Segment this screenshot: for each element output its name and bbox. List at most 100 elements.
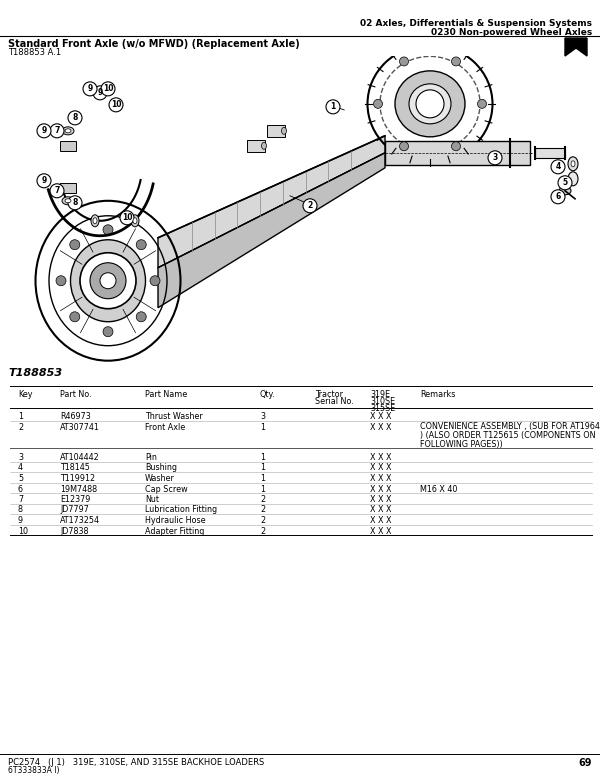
Text: 3: 3 — [18, 453, 23, 462]
Ellipse shape — [262, 142, 266, 149]
Text: X X X: X X X — [370, 526, 392, 535]
Circle shape — [400, 142, 409, 151]
Circle shape — [103, 225, 113, 235]
Text: 1: 1 — [260, 463, 265, 473]
Bar — [60, 183, 76, 192]
Circle shape — [100, 272, 116, 289]
Text: 9: 9 — [41, 126, 47, 135]
Text: Front Axle: Front Axle — [145, 422, 185, 431]
Bar — [385, 140, 530, 165]
Circle shape — [70, 312, 80, 322]
Circle shape — [109, 98, 123, 112]
Text: T188853: T188853 — [8, 368, 62, 378]
Text: 02 Axles, Differentials & Suspension Systems: 02 Axles, Differentials & Suspension Sys… — [360, 19, 592, 28]
Circle shape — [452, 142, 461, 151]
Ellipse shape — [62, 126, 74, 135]
Text: FOLLOWING PAGES)): FOLLOWING PAGES)) — [420, 439, 503, 449]
Text: X X X: X X X — [370, 474, 392, 483]
Text: Tractor: Tractor — [315, 390, 343, 399]
Text: 10: 10 — [111, 100, 121, 109]
Ellipse shape — [65, 129, 71, 133]
Text: 310SE: 310SE — [370, 397, 395, 406]
Text: 8: 8 — [73, 199, 77, 207]
Circle shape — [136, 240, 146, 250]
Text: 2: 2 — [18, 422, 23, 431]
Text: JD7797: JD7797 — [60, 505, 89, 514]
Text: 3: 3 — [260, 412, 265, 421]
Text: X X X: X X X — [370, 505, 392, 514]
Text: X X X: X X X — [370, 516, 392, 525]
Circle shape — [303, 199, 317, 213]
Text: 8: 8 — [18, 505, 23, 514]
Text: X X X: X X X — [370, 463, 392, 473]
Text: 0230 Non-powered Wheel Axles: 0230 Non-powered Wheel Axles — [431, 28, 592, 37]
Text: 4: 4 — [556, 162, 560, 171]
Circle shape — [50, 184, 64, 198]
Text: 10: 10 — [18, 526, 28, 535]
Ellipse shape — [133, 218, 137, 223]
Text: 8: 8 — [73, 113, 77, 123]
Text: 315SE: 315SE — [370, 404, 395, 413]
Text: Thrust Washer: Thrust Washer — [145, 412, 203, 421]
Ellipse shape — [91, 215, 99, 227]
Text: 7: 7 — [55, 186, 59, 196]
Text: 1: 1 — [260, 484, 265, 494]
Ellipse shape — [395, 71, 465, 137]
Text: X X X: X X X — [370, 412, 392, 421]
Text: 1: 1 — [18, 412, 23, 421]
Text: 3: 3 — [493, 154, 497, 162]
Text: X X X: X X X — [370, 453, 392, 462]
Text: PC2574   (J 1)   319E, 310SE, AND 315SE BACKHOE LOADERS: PC2574 (J 1) 319E, 310SE, AND 315SE BACK… — [8, 758, 264, 767]
Text: 6: 6 — [556, 192, 560, 201]
Text: 1: 1 — [260, 422, 265, 431]
Text: 1: 1 — [260, 474, 265, 483]
Circle shape — [93, 86, 107, 100]
Text: 9: 9 — [18, 516, 23, 525]
Ellipse shape — [131, 215, 139, 227]
Text: Part Name: Part Name — [145, 390, 187, 399]
Text: 2: 2 — [260, 526, 265, 535]
Ellipse shape — [568, 171, 578, 185]
Text: 1: 1 — [331, 102, 335, 111]
Text: Qty.: Qty. — [260, 390, 275, 399]
Text: 69: 69 — [578, 758, 592, 768]
Ellipse shape — [281, 127, 287, 134]
Text: Key: Key — [18, 390, 32, 399]
Text: T18145: T18145 — [60, 463, 90, 473]
Text: 10: 10 — [103, 85, 113, 93]
Circle shape — [416, 90, 444, 118]
Circle shape — [37, 174, 51, 188]
Text: 4: 4 — [18, 463, 23, 473]
Circle shape — [103, 327, 113, 337]
Polygon shape — [158, 136, 385, 268]
Ellipse shape — [71, 240, 146, 322]
Circle shape — [488, 151, 502, 165]
Text: 2: 2 — [260, 516, 265, 525]
Text: Adapter Fitting: Adapter Fitting — [145, 526, 205, 535]
Circle shape — [478, 99, 487, 109]
Text: AT104442: AT104442 — [60, 453, 100, 462]
Text: ) (ALSO ORDER T125615 (COMPONENTS ON: ) (ALSO ORDER T125615 (COMPONENTS ON — [420, 431, 595, 440]
Polygon shape — [158, 153, 385, 308]
Text: 7: 7 — [18, 495, 23, 504]
Text: 5: 5 — [562, 178, 568, 187]
Text: AT307741: AT307741 — [60, 422, 100, 431]
Text: Cap Screw: Cap Screw — [145, 484, 188, 494]
Text: AT173254: AT173254 — [60, 516, 100, 525]
Polygon shape — [565, 38, 587, 56]
Circle shape — [150, 275, 160, 286]
Circle shape — [551, 160, 565, 174]
Circle shape — [56, 275, 66, 286]
Text: E12379: E12379 — [60, 495, 91, 504]
Circle shape — [136, 312, 146, 322]
Circle shape — [68, 196, 82, 210]
Ellipse shape — [571, 161, 575, 167]
Ellipse shape — [568, 157, 578, 171]
Text: T119912: T119912 — [60, 474, 95, 483]
Text: X X X: X X X — [370, 495, 392, 504]
Text: 5: 5 — [18, 474, 23, 483]
Text: 2: 2 — [307, 201, 313, 210]
Text: Remarks: Remarks — [420, 390, 455, 399]
Circle shape — [70, 240, 80, 250]
Text: Part No.: Part No. — [60, 390, 92, 399]
